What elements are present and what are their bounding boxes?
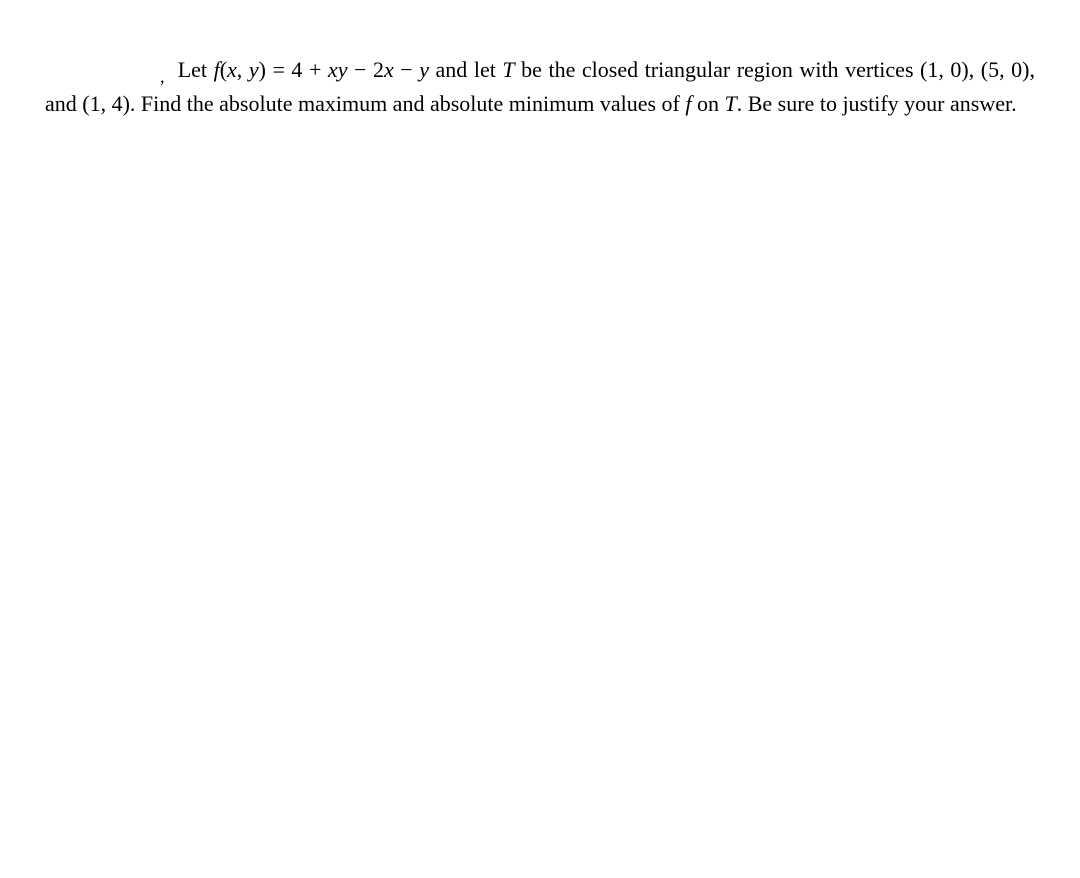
minus-sign-2: − <box>394 57 420 82</box>
v2-a: 5 <box>988 57 999 82</box>
v1-close: ) <box>961 57 968 82</box>
on-word: on <box>691 91 724 116</box>
term-xy-y: y <box>338 57 348 82</box>
v1-a: 1 <box>927 57 938 82</box>
mid-text-2: be the closed triangular region with ver… <box>515 57 920 82</box>
sep-1: , <box>969 57 981 82</box>
paren-close: ) <box>259 57 266 82</box>
coef-2: 2 <box>373 57 384 82</box>
var-x: x <box>227 57 237 82</box>
const-4: 4 <box>291 57 302 82</box>
v3-open: ( <box>82 91 89 116</box>
v2-b: 0 <box>1011 57 1022 82</box>
term-2x-var: x <box>384 57 394 82</box>
lead-word: Let <box>178 57 207 82</box>
task-text-2: Be sure to justify your answer. <box>748 91 1017 116</box>
mid-text-1: and let <box>429 57 502 82</box>
task-text-1: Find the absolute maximum and absolute m… <box>141 91 685 116</box>
region-name: T <box>502 57 514 82</box>
term-y: y <box>419 57 429 82</box>
term-xy-x: x <box>328 57 338 82</box>
region-ref: T <box>724 91 736 116</box>
v2-comma: , <box>999 57 1005 82</box>
var-y: y <box>249 57 259 82</box>
comma: , <box>237 57 243 82</box>
minus-sign-1: − <box>347 57 373 82</box>
v1-b: 0 <box>950 57 961 82</box>
equals-sign: = <box>266 57 292 82</box>
v3-b: 4 <box>112 91 123 116</box>
period-2: . <box>737 91 748 116</box>
v3-a: 1 <box>90 91 101 116</box>
paren-open: ( <box>220 57 227 82</box>
period-1: . <box>130 91 141 116</box>
plus-sign: + <box>302 57 328 82</box>
problem-statement: , Let f(x, y) = 4 + xy − 2x − y and let … <box>45 55 1035 119</box>
v2-close: ) <box>1022 57 1029 82</box>
comma-mark: , <box>160 66 165 86</box>
v3-comma: , <box>101 91 107 116</box>
v3-close: ) <box>123 91 130 116</box>
v1-comma: , <box>938 57 944 82</box>
